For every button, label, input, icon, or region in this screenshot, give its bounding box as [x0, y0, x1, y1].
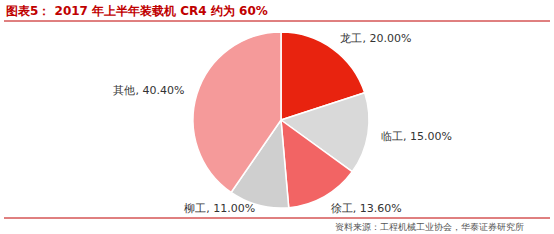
pie-slice	[193, 32, 281, 192]
data-label: 临工, 15.00%	[381, 130, 452, 143]
data-label: 龙工, 20.00%	[340, 32, 411, 45]
title: 图表5： 2017 年上半年装载机 CR4 约为 60%	[6, 4, 268, 18]
label-value: , 40.40%	[135, 84, 184, 97]
source: 资料来源：工程机械工业协会，华泰证券研究所	[335, 222, 524, 232]
label-value: , 20.00%	[362, 32, 411, 45]
label-category: 其他	[113, 84, 135, 97]
label-category: 临工	[381, 130, 403, 143]
label-value: , 11.00%	[206, 202, 255, 215]
chart-root: 图表5： 2017 年上半年装载机 CR4 约为 60% 资料来源：工程机械工业协…	[0, 0, 554, 234]
label-category: 柳工	[184, 202, 206, 215]
data-label: 徐工, 13.60%	[331, 202, 402, 215]
title-rule	[4, 21, 550, 22]
pie-slice	[281, 120, 352, 208]
label-category: 龙工	[340, 32, 362, 45]
data-label: 柳工, 11.00%	[184, 202, 255, 215]
pie	[193, 32, 369, 208]
label-value: , 15.00%	[403, 130, 452, 143]
label-value: , 13.60%	[353, 202, 402, 215]
data-label: 其他, 40.40%	[113, 84, 184, 97]
footer-rule	[4, 218, 550, 219]
label-category: 徐工	[331, 202, 353, 215]
